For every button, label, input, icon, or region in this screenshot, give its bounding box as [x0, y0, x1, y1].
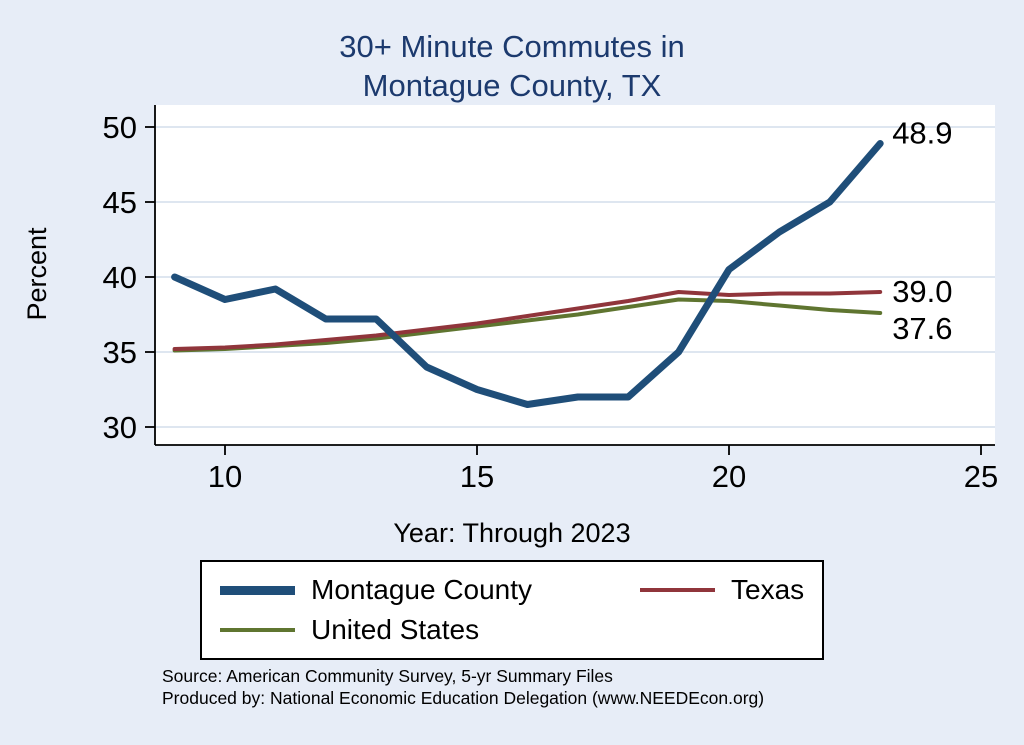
x-tick-label: 20: [712, 459, 746, 494]
legend-item-texas: Texas: [622, 574, 822, 606]
legend-item-united-states: United States: [202, 614, 622, 646]
x-tick-label: 25: [964, 459, 998, 494]
y-tick-label: 35: [103, 335, 137, 370]
end-label-united-states: 37.6: [892, 311, 952, 346]
y-tick-label: 30: [103, 410, 137, 445]
chart-title-line1: 30+ Minute Commutes in: [339, 29, 685, 64]
x-tick-label: 10: [208, 459, 242, 494]
end-label-texas: 39.0: [892, 274, 952, 309]
chart-plot: 30 35 40 45 50 10 15 20 25 48.9 39.037.6: [103, 105, 998, 494]
source-line1: Source: American Community Survey, 5-yr …: [162, 666, 613, 686]
end-label-montague-county: 48.9: [892, 116, 952, 151]
x-axis-label: Year: Through 2023: [393, 518, 631, 548]
legend-swatch-montague-county: [220, 585, 295, 595]
legend-swatch-texas: [640, 588, 715, 592]
legend-label-montague-county: Montague County: [311, 574, 533, 605]
legend-label-texas: Texas: [731, 574, 805, 605]
legend-label-united-states: United States: [311, 614, 480, 645]
source-line2: Produced by: National Economic Education…: [162, 687, 765, 708]
y-tick-label: 45: [103, 185, 137, 220]
source-note: Source: American Community Survey, 5-yr …: [162, 666, 764, 710]
legend: Montague County Texas United States: [200, 560, 824, 660]
legend-item-montague-county: Montague County: [202, 574, 622, 606]
legend-swatch-united-states: [220, 628, 295, 632]
series-line-texas: [172, 290, 883, 351]
x-tick-label: 15: [460, 459, 494, 494]
y-tick-label: 50: [103, 110, 137, 145]
y-tick-label: 40: [103, 260, 137, 295]
series-line-montague-county: [171, 140, 884, 408]
plot-area: [155, 105, 995, 445]
chart-title-line2: Montague County, TX: [362, 67, 662, 103]
chart-title: 30+ Minute Commutes in Montague County, …: [0, 28, 1024, 106]
